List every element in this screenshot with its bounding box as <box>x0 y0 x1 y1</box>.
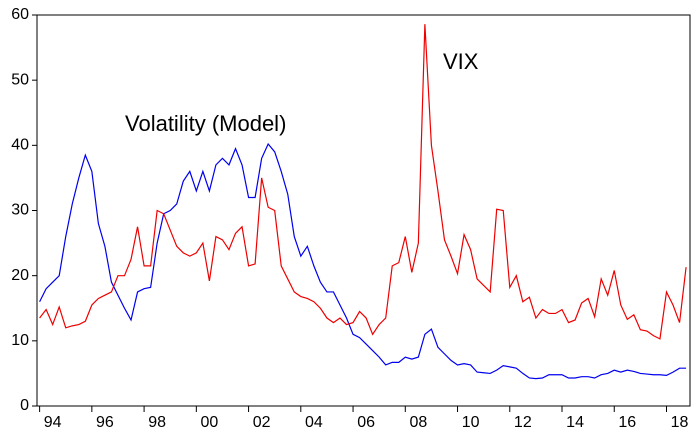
x-tick-label: 08 <box>409 414 427 431</box>
series-annotation: VIX <box>443 49 479 74</box>
x-tick-label: 14 <box>566 414 584 431</box>
series-line <box>39 24 687 340</box>
x-tick-label: 00 <box>200 414 218 431</box>
series-line <box>39 142 687 380</box>
y-tick-label: 50 <box>11 71 29 88</box>
x-tick-label: 02 <box>253 414 271 431</box>
x-tick-label: 94 <box>44 414 62 431</box>
x-tick-label: 98 <box>148 414 166 431</box>
y-tick-label: 40 <box>11 137 29 154</box>
series-annotation: Volatility (Model) <box>125 111 286 136</box>
x-tick-label: 12 <box>514 414 532 431</box>
y-tick-label: 30 <box>11 202 29 219</box>
x-tick-label: 96 <box>96 414 114 431</box>
y-tick-label: 20 <box>11 267 29 284</box>
y-tick-label: 60 <box>11 6 29 23</box>
x-tick-label: 06 <box>357 414 375 431</box>
x-tick-label: 16 <box>618 414 636 431</box>
plot-frame <box>36 14 691 407</box>
x-tick-label: 04 <box>305 414 323 431</box>
y-tick-label: 10 <box>11 332 29 349</box>
x-tick-label: 10 <box>462 414 480 431</box>
y-tick-label: 0 <box>20 397 29 414</box>
x-tick-label: 18 <box>671 414 689 431</box>
